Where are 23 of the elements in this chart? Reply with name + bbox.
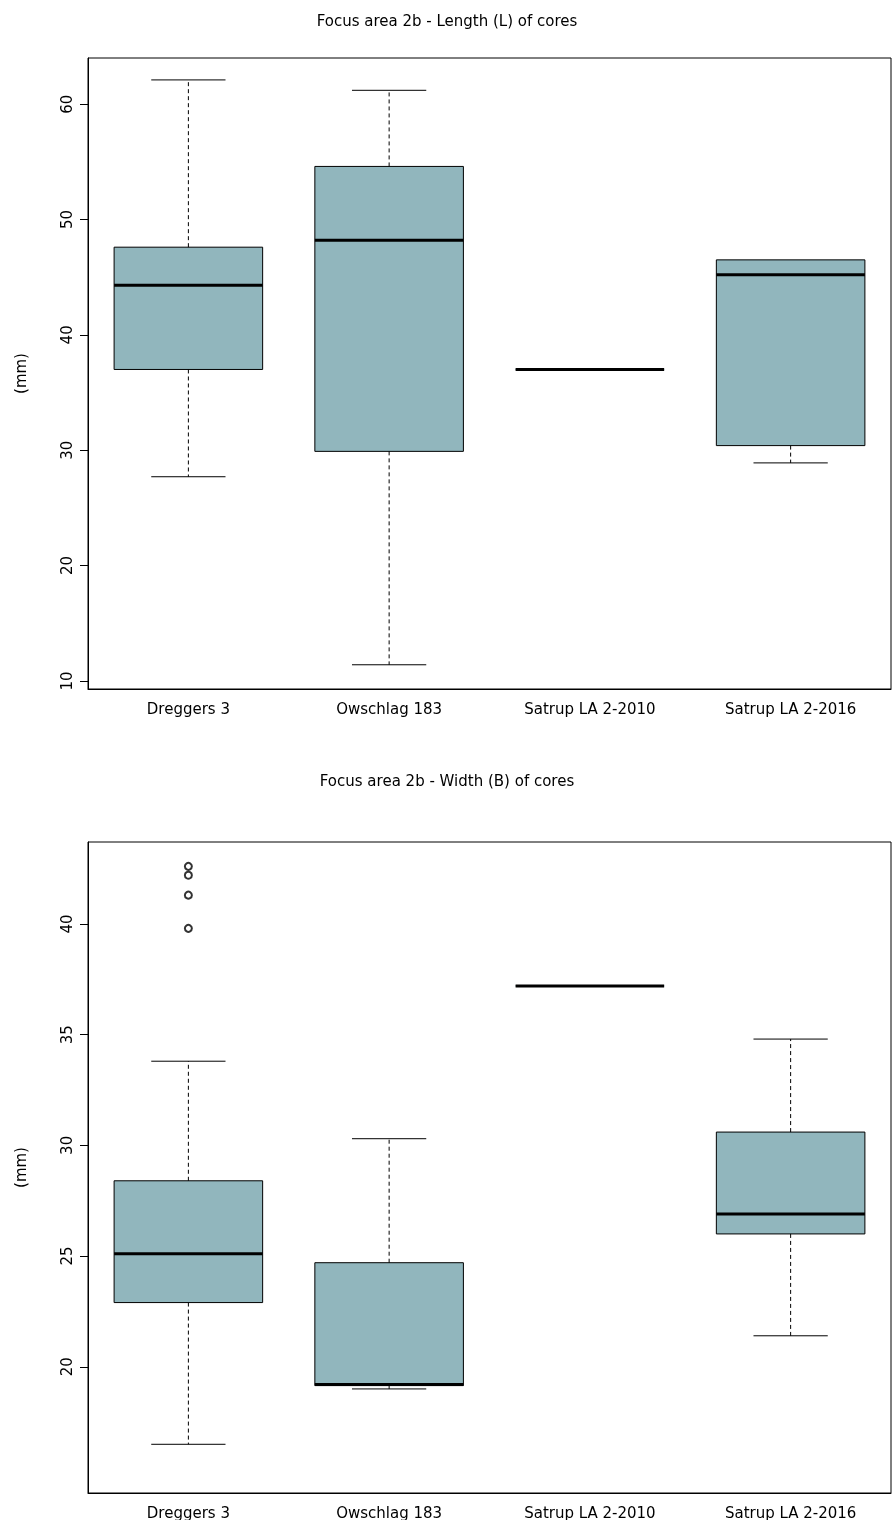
y-axis-title: (mm) [11, 353, 30, 394]
y-tick-label: 40 [57, 914, 76, 934]
y-tick-label: 20 [57, 1357, 76, 1377]
x-tick-label: Satrup LA 2-2016 [724, 699, 857, 718]
x-tick-label: Owschlag 183 [336, 699, 443, 718]
x-tick-label: Dreggers 3 [146, 699, 230, 718]
y-tick-label: 10 [57, 671, 76, 691]
y-tick-label: 50 [57, 209, 76, 230]
x-tick-label: Dreggers 3 [146, 1503, 230, 1520]
chart-title: Focus area 2b - Length (L) of cores [316, 11, 578, 30]
x-tick-label: Satrup LA 2-2010 [524, 699, 656, 718]
x-tick-label: Owschlag 183 [336, 1503, 443, 1520]
y-axis-title: (mm) [11, 1147, 30, 1188]
y-tick-label: 20 [57, 556, 76, 576]
y-tick-label: 35 [57, 1025, 76, 1045]
y-tick-label: 60 [57, 94, 76, 114]
y-tick-label: 30 [57, 440, 76, 460]
y-tick-label: 40 [57, 325, 76, 345]
y-tick-label: 30 [57, 1135, 76, 1155]
y-tick-label: 25 [57, 1246, 76, 1266]
x-tick-label: Satrup LA 2-2010 [524, 1503, 656, 1520]
x-tick-label: Satrup LA 2-2016 [724, 1503, 857, 1520]
chart-title: Focus area 2b - Width (B) of cores [319, 771, 575, 790]
